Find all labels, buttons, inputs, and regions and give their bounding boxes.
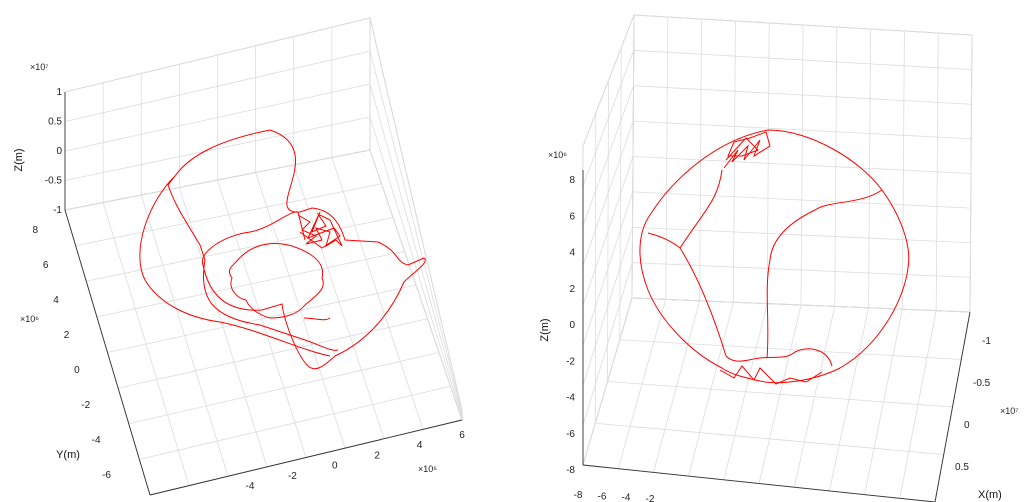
floor-grid-line [631, 297, 971, 313]
x-tick-label: 4 [417, 440, 423, 451]
wall-grid-line [369, 50, 463, 413]
wall-grid-line [633, 49, 972, 71]
z-tick-label: 8 [569, 175, 575, 186]
wall-grid-line [369, 149, 463, 421]
right-bottom-axis-line [582, 464, 936, 502]
right-z-exponent: ×10⁶ [548, 150, 567, 160]
x-tick-label: -0.5 [973, 378, 991, 389]
wall-grid-line [632, 156, 972, 174]
z-tick-label: 6 [569, 211, 575, 222]
right-series-bottom-cluster [719, 365, 823, 385]
y-tick-label: 4 [53, 295, 59, 306]
left-x-axis-line [149, 419, 463, 496]
right-series-top-cluster [723, 131, 771, 169]
right-z-axis-label: Z(m) [539, 318, 551, 341]
wall-grid-line [633, 120, 972, 140]
wall-grid-line [607, 80, 609, 382]
wall-grid-line [369, 83, 463, 416]
z-tick-label: 4 [569, 248, 575, 259]
z-tick-label: 0.5 [48, 117, 62, 128]
wall-grid-line [64, 149, 371, 211]
wall-grid-line [64, 50, 371, 122]
left-tick-labels: 1 0.5 0 -0.5 -1 8 6 4 2 0 -2 -4 -6 -4 -2 0 2 4 6 [32, 87, 465, 492]
wall-grid-line [594, 113, 597, 424]
right-grid [582, 14, 973, 502]
left-z-exponent: ×10⁷ [30, 62, 49, 72]
x-tick-label: 0 [964, 420, 970, 431]
left-z-axis-label: Z(m) [13, 148, 25, 171]
floor-grid-line [107, 284, 417, 353]
left-y-axis-line [64, 209, 151, 496]
x-tick-label: 6 [459, 430, 465, 441]
z-tick-label: -4 [566, 393, 575, 404]
y-tick-label: -4 [92, 435, 101, 446]
z-tick-label: 1 [56, 87, 62, 98]
wall-grid-line [64, 83, 371, 152]
z-tick-label: -2 [566, 356, 575, 367]
left-y-axis-label: Y(m) [56, 449, 80, 461]
x-tick-label: -4 [246, 481, 255, 492]
right-3d-plot: 8 6 4 2 0 -2 -4 -6 -8 -1 -0.5 0 0.5 -8 -6 -4 -2 ×10⁶ ×10… [539, 14, 1019, 502]
wall-grid-line [632, 262, 971, 278]
x-tick-label: -1 [982, 336, 991, 347]
wall-grid-line [369, 116, 463, 418]
wall-grid-line [64, 17, 371, 93]
left-grid [64, 17, 463, 496]
wall-grid-line [369, 17, 463, 411]
right-x-axis-label: X(m) [978, 489, 1002, 501]
left-x-exponent: ×10⁶ [418, 464, 437, 474]
x-tick-label: -2 [288, 471, 297, 482]
left-y-exponent: ×10⁶ [20, 314, 39, 324]
x-tick-label: 0.5 [955, 462, 969, 473]
floor-grid-line [139, 385, 451, 460]
floor-grid-line [607, 381, 953, 408]
right-series-outer-loop [639, 129, 910, 384]
bottom-tick-label: -8 [574, 490, 583, 501]
y-tick-label: -6 [102, 470, 111, 481]
wall-grid-line [631, 14, 635, 299]
wall-grid-line [619, 47, 622, 340]
z-tick-label: -1 [53, 205, 62, 216]
z-tick-label: 0 [56, 146, 62, 157]
y-tick-label: 8 [32, 225, 38, 236]
left-3d-plot: 1 0.5 0 -0.5 -1 8 6 4 2 0 -2 -4 -6 -4 -2 0 2 4 6 ×10⁷ ×10⁶… [13, 17, 465, 496]
y-tick-label: -2 [81, 400, 90, 411]
y-tick-label: 0 [74, 365, 80, 376]
floor-grid-line [128, 352, 440, 425]
z-tick-label: 0 [569, 320, 575, 331]
floor-grid-line [118, 318, 428, 389]
left-series-outer-trajectory [139, 129, 426, 370]
right-x-axis-line [934, 311, 971, 502]
right-tick-labels: 8 6 4 2 0 -2 -4 -6 -8 -1 -0.5 0 0.5 -8 -6 -4 -2 [566, 175, 991, 502]
z-tick-label: 2 [569, 284, 575, 295]
z-tick-label: -0.5 [45, 176, 63, 187]
wall-grid-line [632, 226, 971, 244]
wall-grid-line [633, 14, 973, 36]
bottom-tick-label: -6 [598, 491, 607, 502]
floor-grid-line [75, 183, 382, 247]
floor-grid-line [86, 217, 394, 282]
floor-grid-line [595, 422, 944, 455]
left-series-cluster [297, 211, 343, 249]
floor-grid-line [619, 339, 962, 360]
left-series-inner-trajectory [229, 243, 331, 321]
wall-grid-line [632, 191, 971, 209]
x-tick-label: 0 [332, 461, 338, 472]
floor-grid-line [96, 250, 405, 318]
bottom-tick-label: -4 [622, 493, 631, 502]
bottom-tick-label: -2 [646, 494, 655, 502]
z-tick-label: -8 [566, 465, 575, 476]
x-tick-label: 2 [374, 450, 380, 461]
right-series-inner-branches [647, 169, 883, 367]
wall-grid-line [633, 85, 972, 105]
y-tick-label: 2 [64, 330, 70, 341]
wall-grid-line [64, 116, 371, 181]
y-tick-label: 6 [43, 260, 49, 271]
right-x-exponent: ×10⁷ [1000, 406, 1019, 416]
z-tick-label: -6 [566, 429, 575, 440]
